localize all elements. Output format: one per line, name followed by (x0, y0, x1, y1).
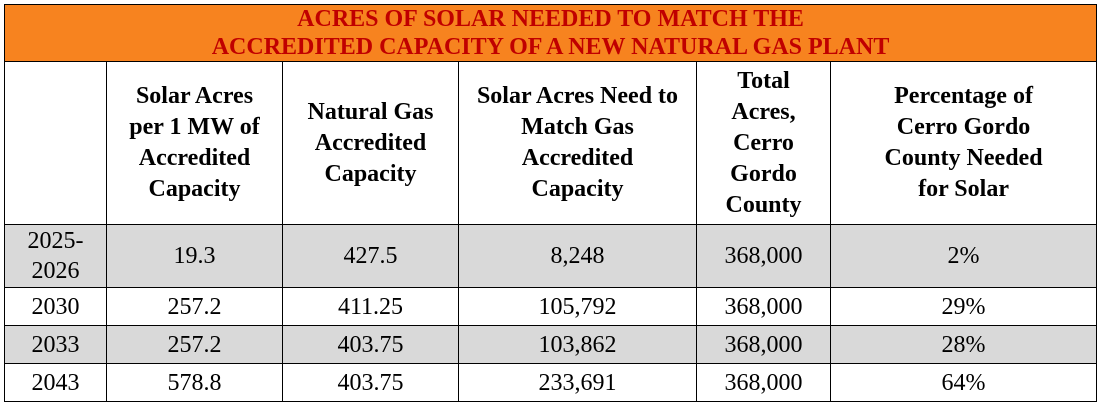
year-cell: 2030 (4, 287, 107, 326)
total-acres-header-line: Acres, (731, 98, 796, 125)
percentage-cell: 29% (829, 287, 1098, 326)
table-body: 2025- 2026 19.3 427.5 8,248 368,000 2% 2030 257.… (4, 224, 1098, 402)
table-row: 2043 578.8 403.75 233,691 368,000 64% (4, 363, 1098, 402)
percentage-header-line: County Needed (884, 145, 1043, 171)
total-acres-cell: 368,000 (696, 363, 831, 402)
total-acres-cell: 368,000 (696, 325, 831, 364)
solar-acres-per-mw-cell: 257.2 (106, 325, 283, 364)
total-acres-header-line: Cerro (733, 129, 794, 156)
total-acres-header-line: Total (737, 67, 790, 94)
table-title-line-1: ACRES OF SOLAR NEEDED TO MATCH THE (297, 6, 804, 32)
solar-acres-needed-cell: 8,248 (458, 224, 697, 288)
solar-acres-table: ACRES OF SOLAR NEEDED TO MATCH THE ACCRE… (3, 4, 1098, 402)
percentage-header: Percentage of Cerro Gordo County Needed for… (829, 61, 1098, 225)
total-acres-header: Total Acres, Cerro Gordo County (696, 61, 831, 225)
solar-acres-per-mw-cell: 19.3 (106, 224, 283, 288)
year-header (4, 61, 107, 225)
table-row: 2033 257.2 403.75 103,862 368,000 28% (4, 325, 1098, 364)
total-acres-header-line: County (725, 191, 802, 218)
year-cell: 2033 (4, 325, 107, 364)
table-header-row: Solar Acres per 1 MW of Accredited Capacity… (4, 61, 1098, 225)
solar-acres-per-mw-header-line: Solar Acres (135, 83, 254, 109)
solar-acres-per-mw-header-line: Capacity (148, 176, 241, 202)
gas-capacity-header-line: Capacity (324, 160, 417, 187)
gas-capacity-cell: 427.5 (282, 224, 459, 288)
percentage-cell: 2% (829, 224, 1098, 288)
total-acres-cell: 368,000 (696, 224, 831, 288)
solar-acres-needed-cell: 233,691 (458, 363, 697, 402)
year-label: 2043 (31, 369, 80, 396)
percentage-cell: 64% (829, 363, 1098, 402)
year-cell: 2025- 2026 (4, 224, 107, 288)
year-cell: 2043 (4, 363, 107, 402)
percentage-cell: 28% (829, 325, 1098, 364)
percentage-header-line: Cerro Gordo (896, 114, 1031, 140)
total-acres-header-line: Gordo (730, 160, 797, 187)
year-label: 2033 (31, 331, 80, 358)
solar-acres-per-mw-header-line: per 1 MW of (129, 114, 260, 140)
table-title-line-2: ACCREDITED CAPACITY OF A NEW NATURAL GAS… (211, 34, 890, 60)
gas-capacity-header-line: Accredited (314, 129, 427, 156)
gas-capacity-cell: 403.75 (282, 363, 459, 402)
solar-acres-per-mw-header-line: Accredited (138, 145, 251, 171)
percentage-header-line: for Solar (918, 176, 1009, 202)
solar-acres-needed-header: Solar Acres Need to Match Gas Accredited Ca… (458, 61, 697, 225)
table-title-row: ACRES OF SOLAR NEEDED TO MATCH THE ACCRE… (3, 4, 1098, 62)
total-acres-cell: 368,000 (696, 287, 831, 326)
gas-capacity-cell: 403.75 (282, 325, 459, 364)
solar-acres-needed-header-line: Match Gas (521, 114, 634, 140)
solar-acres-per-mw-cell: 578.8 (106, 363, 283, 402)
solar-acres-per-mw-header: Solar Acres per 1 MW of Accredited Capacity (106, 61, 283, 225)
table-row: 2030 257.2 411.25 105,792 368,000 29% (4, 287, 1098, 326)
gas-capacity-cell: 411.25 (282, 287, 459, 326)
solar-acres-needed-header-line: Accredited (521, 145, 634, 171)
solar-acres-needed-cell: 103,862 (458, 325, 697, 364)
solar-acres-needed-header-line: Solar Acres Need to (476, 83, 679, 109)
year-label: 2030 (31, 293, 80, 320)
year-label: 2026 (31, 258, 80, 284)
percentage-header-line: Percentage of (894, 83, 1033, 109)
table-row: 2025- 2026 19.3 427.5 8,248 368,000 2% (4, 224, 1098, 288)
solar-acres-per-mw-cell: 257.2 (106, 287, 283, 326)
table-title: ACRES OF SOLAR NEEDED TO MATCH THE ACCRE… (3, 4, 1098, 62)
solar-acres-needed-cell: 105,792 (458, 287, 697, 326)
year-label: 2025- (27, 228, 84, 254)
gas-capacity-header-line: Natural Gas (307, 98, 434, 125)
solar-acres-needed-header-line: Capacity (531, 176, 624, 202)
gas-capacity-header: Natural Gas Accredited Capacity (282, 61, 459, 225)
